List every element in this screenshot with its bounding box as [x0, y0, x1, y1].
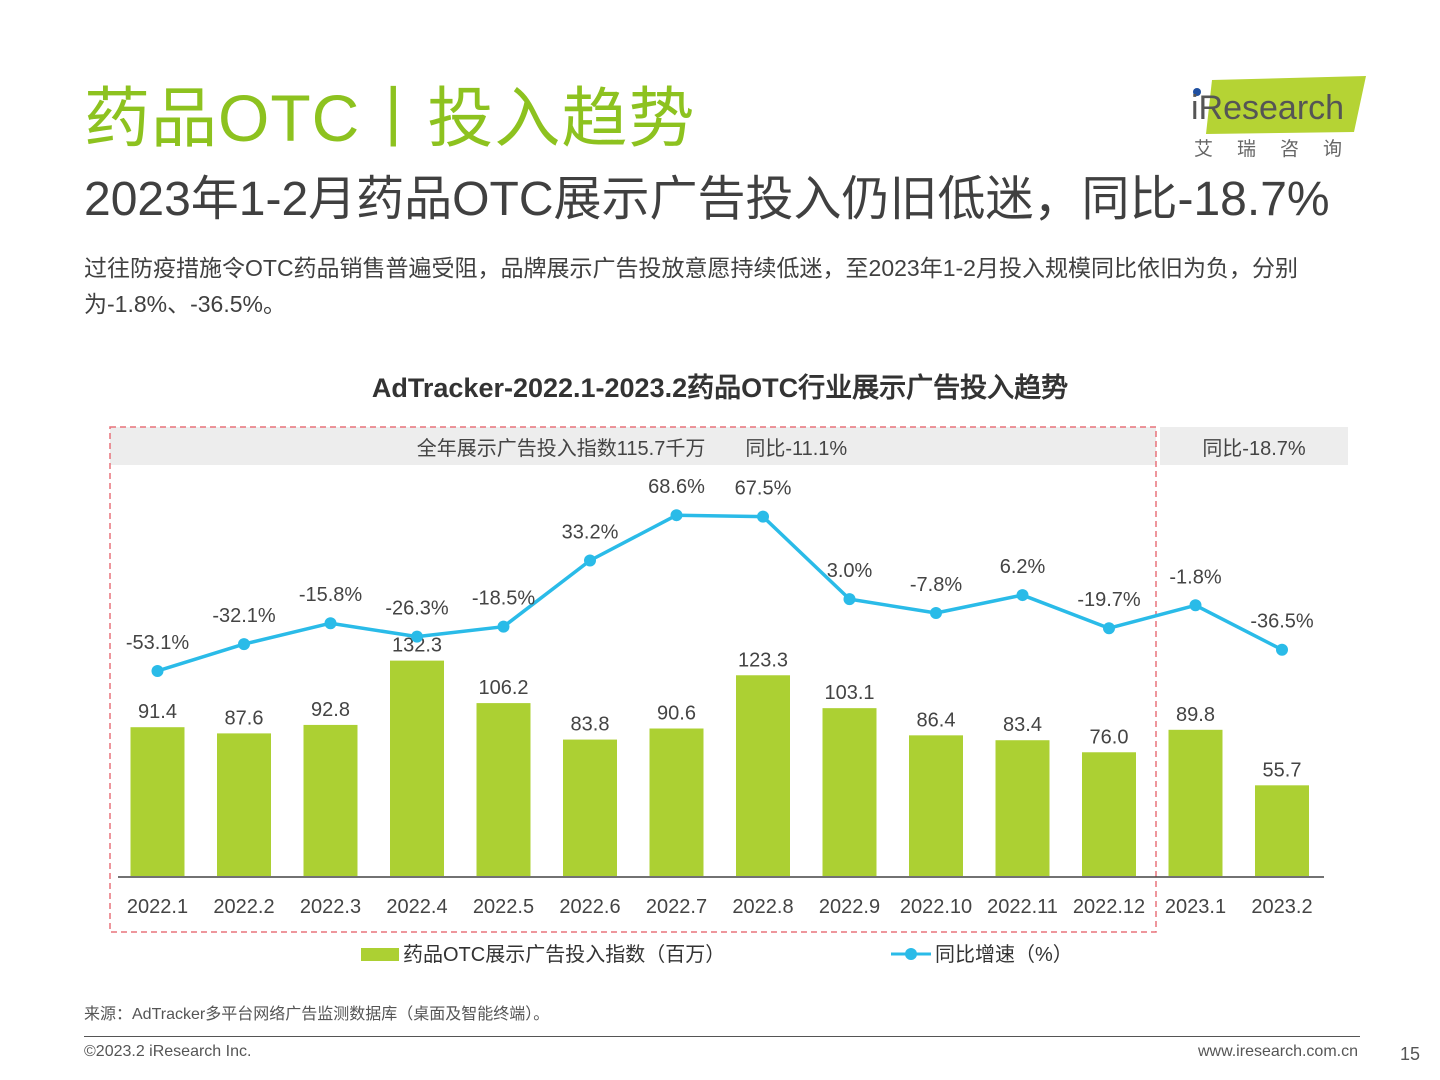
page-description: 过往防疫措施令OTC药品销售普遍受阻，品牌展示广告投放意愿持续低迷，至2023年…: [84, 255, 1298, 317]
logo-banner-icon: [1193, 76, 1366, 134]
page-number: 15: [1399, 1044, 1420, 1064]
yoy-point-2022.5: [497, 620, 510, 633]
bar-label-2022.6: 83.8: [571, 714, 610, 736]
chart-canvas: 全年展示广告投入指数115.7千万 同比-11.1% 同比-18.7% 91.4…: [109, 426, 1348, 966]
yoy-label-2022.9: 3.0%: [827, 560, 873, 582]
x-tick-2022.5: 2022.5: [473, 896, 534, 918]
bar-2022.7: [649, 728, 704, 876]
bar-2022.12: [1082, 752, 1136, 876]
yoy-label-2022.2: -32.1%: [212, 605, 276, 627]
page-subtitle: 2023年1-2月药品OTC展示广告投入仍旧低迷，同比-18.7%: [84, 173, 1330, 226]
bar-label-2022.2: 87.6: [225, 707, 264, 729]
yoy-line: [156, 513, 1283, 673]
yoy-point-2022.6: [584, 554, 596, 567]
legend-bar-swatch: [361, 948, 399, 961]
banner-left-text: 全年展示广告投入指数115.7千万 同比-11.1%: [417, 437, 848, 460]
yoy-point-2022.9: [843, 593, 856, 606]
yoy-label-2022.1: -53.1%: [126, 632, 190, 654]
yoy-point-2022.1: [151, 664, 164, 677]
iresearch-logo: iResearch 艾瑞咨询: [1186, 74, 1376, 168]
legend-bar-label: 药品OTC展示广告投入指数（百万）: [403, 943, 725, 966]
yoy-label-2022.6: 33.2%: [562, 522, 619, 544]
footer-divider: [84, 1036, 1360, 1037]
legend-line-marker: [905, 948, 917, 960]
yoy-point-2022.8: [757, 510, 769, 523]
bar-label-2022.3: 92.8: [311, 699, 350, 721]
bar-2022.2: [217, 733, 271, 876]
x-tick-2022.10: 2022.10: [900, 896, 972, 918]
banner-left-bg: [110, 427, 1156, 465]
bar-2022.4: [390, 660, 444, 876]
bar-2023.2: [1255, 785, 1309, 876]
bar-label-2022.12: 76.0: [1090, 726, 1129, 748]
yoy-label-2023.1: -1.8%: [1169, 566, 1221, 588]
bar-2022.10: [909, 735, 963, 876]
x-tick-2022.8: 2022.8: [732, 896, 793, 918]
yoy-point-2023.1: [1189, 599, 1202, 612]
x-tick-2022.4: 2022.4: [386, 896, 447, 918]
yoy-label-2022.7: 68.6%: [648, 476, 705, 498]
yoy-label-2022.11: 6.2%: [1000, 556, 1046, 578]
bar-label-2022.9: 103.1: [824, 682, 874, 704]
yoy-label-2023.2: -36.5%: [1250, 611, 1314, 633]
yoy-label-2022.8: 67.5%: [735, 478, 792, 500]
bar-label-2022.10: 86.4: [917, 709, 956, 731]
yoy-label-2022.4: -26.3%: [385, 598, 449, 620]
x-tick-2023.2: 2023.2: [1251, 896, 1312, 918]
yoy-label-2022.12: -19.7%: [1077, 589, 1141, 611]
bar-label-2022.7: 90.6: [657, 703, 696, 725]
yoy-label-2022.3: -15.8%: [299, 584, 363, 606]
legend-line-label: 同比增速（%）: [935, 943, 1073, 966]
yoy-label-2022.5: -18.5%: [472, 588, 536, 610]
yoy-point-2022.12: [1103, 622, 1115, 635]
logo-wordmark: iResearch: [1191, 89, 1345, 127]
bar-label-2022.4: 132.3: [392, 635, 442, 657]
legend: 药品OTC展示广告投入指数（百万） 同比增速（%）: [361, 943, 1073, 966]
x-tick-2022.2: 2022.2: [213, 896, 274, 918]
logo-cn-name: 艾瑞咨询: [1194, 139, 1367, 160]
bar-label-2023.2: 55.7: [1263, 759, 1302, 781]
x-tick-2022.6: 2022.6: [559, 896, 620, 918]
x-tick-2022.3: 2022.3: [300, 896, 361, 918]
yoy-point-2022.3: [324, 617, 337, 630]
chart-title: AdTracker-2022.1-2023.2药品OTC行业展示广告投入趋势: [371, 373, 1069, 403]
yoy-point-2023.2: [1276, 643, 1288, 656]
bar-2022.5: [476, 703, 531, 876]
bar-2022.9: [822, 708, 877, 876]
x-tick-2022.11: 2022.11: [987, 896, 1058, 918]
page-title: 药品OTC丨投入趋势: [84, 81, 696, 155]
x-tick-2022.9: 2022.9: [819, 896, 880, 918]
bar-2022.1: [130, 727, 185, 876]
yoy-point-2022.7: [670, 509, 683, 522]
bar-label-2022.8: 123.3: [738, 649, 788, 671]
bar-2022.3: [303, 724, 358, 876]
yoy-point-2022.2: [238, 638, 250, 651]
x-tick-2022.12: 2022.12: [1073, 896, 1145, 918]
bar-2023.1: [1168, 729, 1223, 876]
source-note: 来源：AdTracker多平台网络广告监测数据库（桌面及智能终端）。: [84, 1006, 550, 1023]
yoy-label-2022.10: -7.8%: [910, 574, 962, 596]
yoy-point-2022.11: [1016, 589, 1029, 602]
banner-right-bg: [1160, 427, 1348, 465]
bar-2022.11: [995, 740, 1050, 876]
bar-2022.8: [736, 675, 790, 876]
banner-right-text: 同比-18.7%: [1202, 437, 1306, 460]
yoy-point-2022.10: [930, 606, 942, 619]
copyright: ©2023.2 iResearch Inc.: [84, 1043, 252, 1060]
bar-label-2022.11: 83.4: [1003, 714, 1042, 736]
bar-label-2022.5: 106.2: [478, 677, 528, 699]
bar-label-2022.1: 91.4: [138, 701, 177, 723]
yoy-point-2022.4: [411, 630, 423, 643]
website-link[interactable]: www.iresearch.com.cn: [1197, 1043, 1358, 1060]
x-tick-2023.1: 2023.1: [1165, 896, 1226, 918]
bar-label-2023.1: 89.8: [1176, 704, 1215, 726]
bar-2022.6: [563, 739, 617, 876]
x-tick-2022.1: 2022.1: [127, 896, 188, 918]
x-tick-2022.7: 2022.7: [646, 896, 707, 918]
highlight-box-2022: [109, 426, 1157, 933]
